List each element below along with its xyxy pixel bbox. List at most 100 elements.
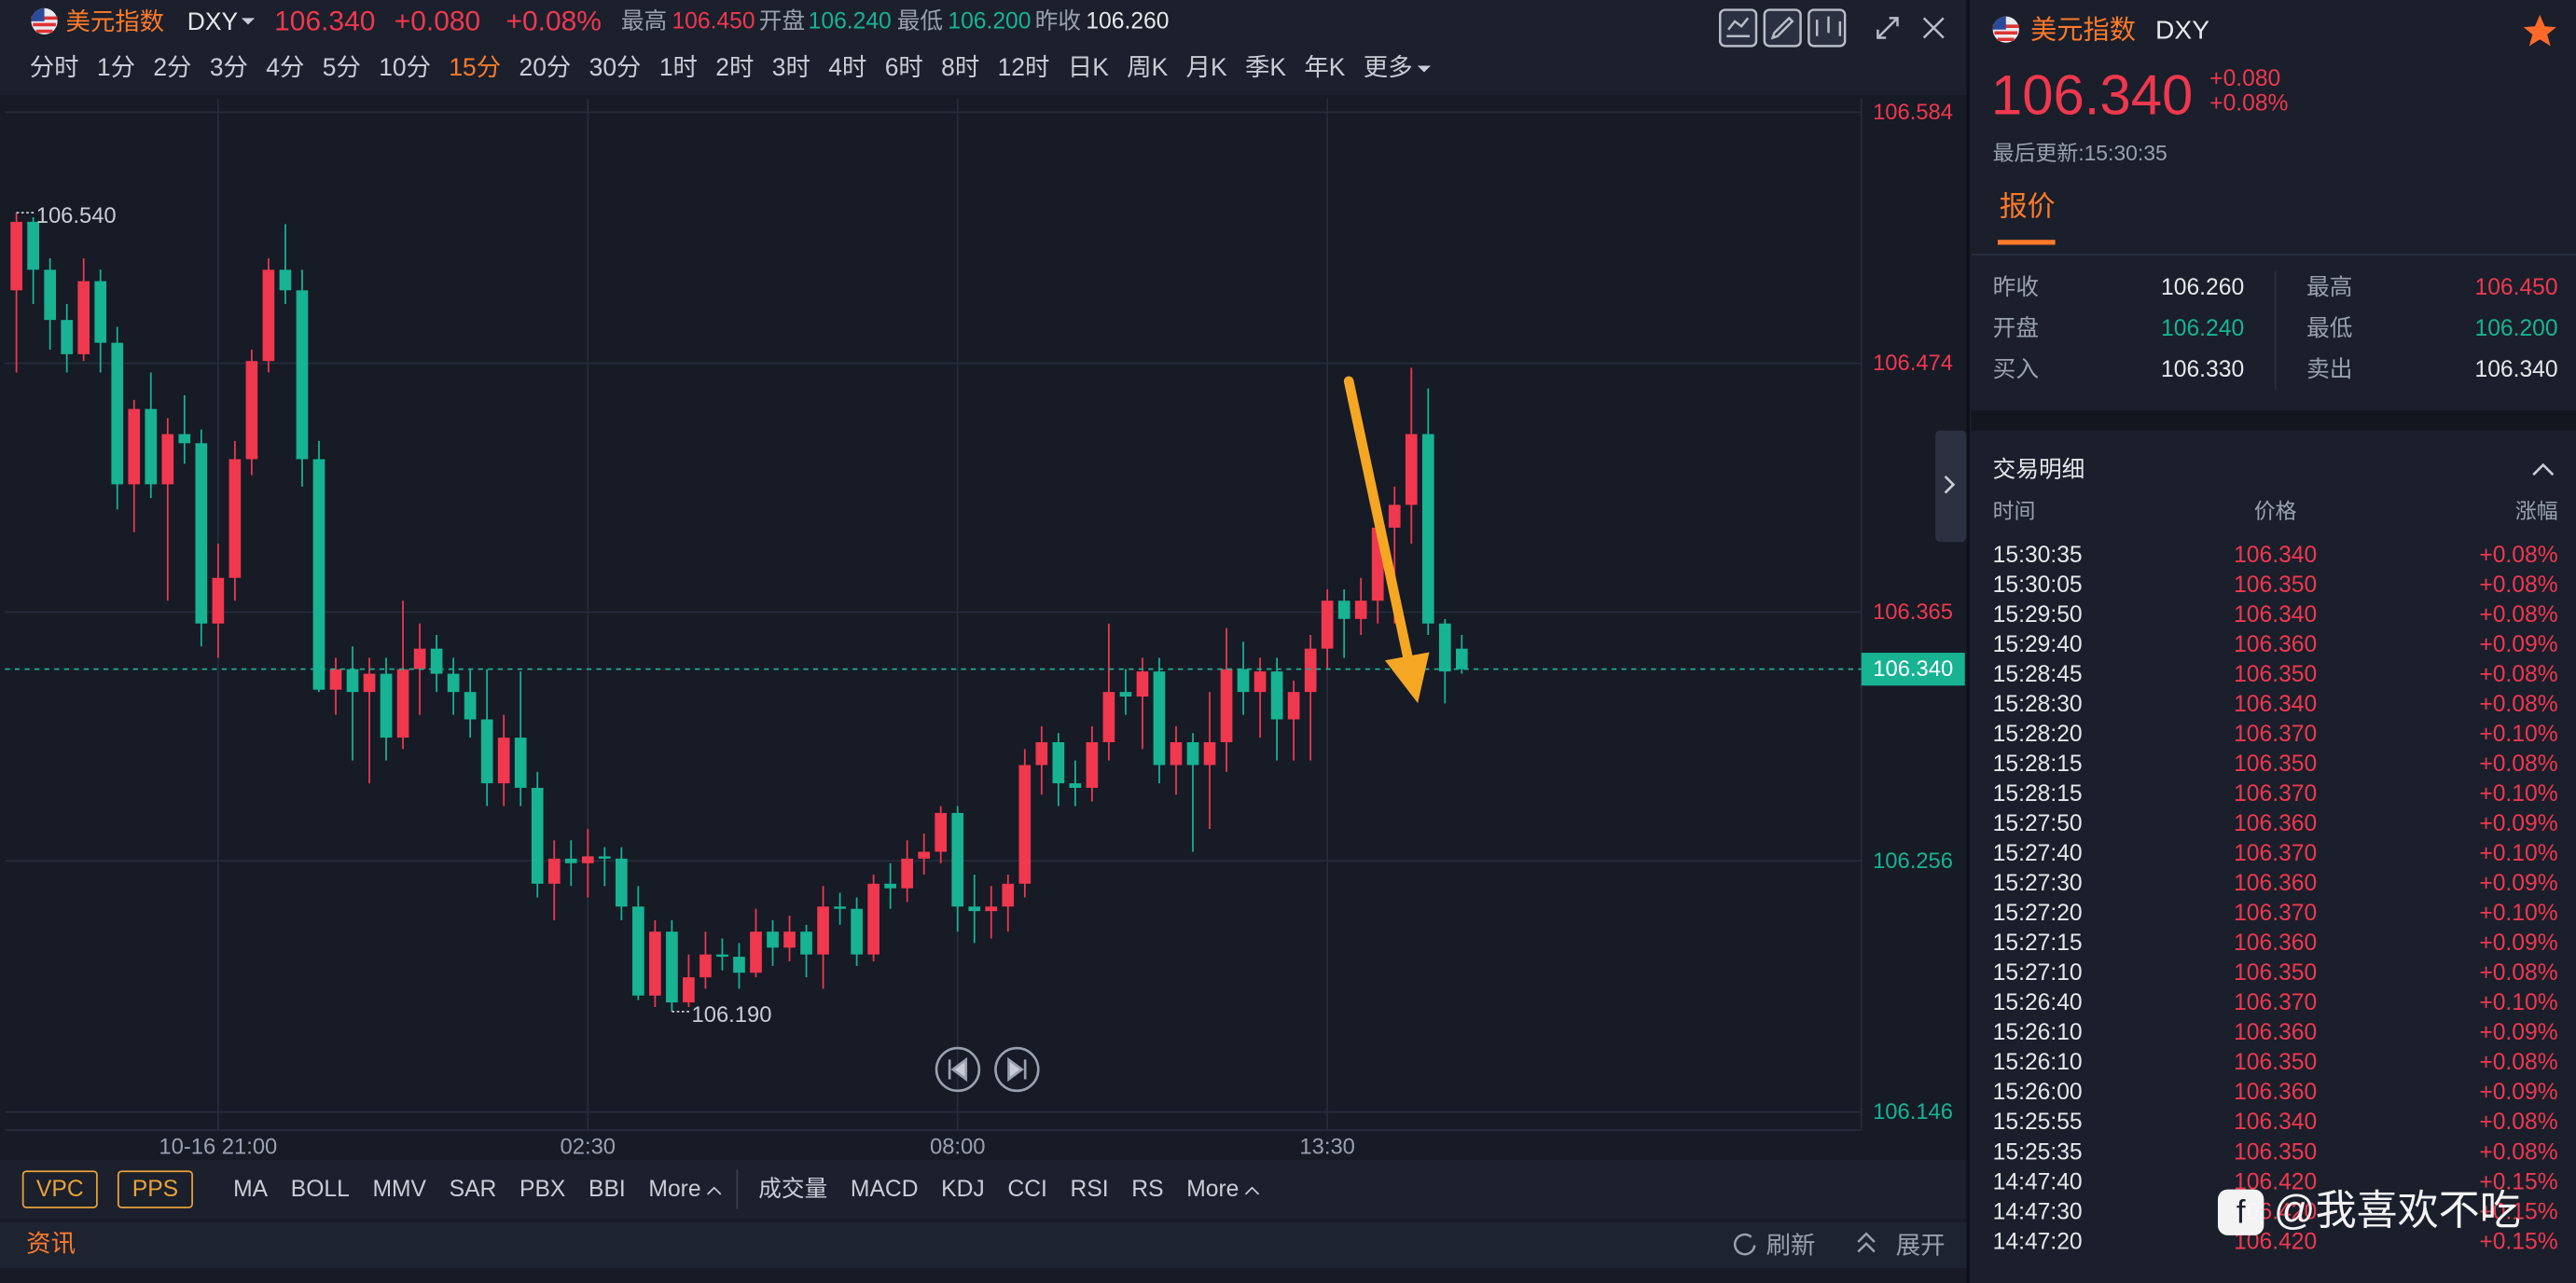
period-tab[interactable]: 15分 [449, 53, 501, 81]
trade-price: 106.340 [2234, 692, 2317, 717]
quote-tab[interactable]: 报价 [2000, 191, 2056, 222]
indicator[interactable]: BOLL [291, 1177, 350, 1202]
candle-body [447, 673, 460, 693]
candle-body [10, 221, 22, 291]
trade-change: +0.15% [2479, 1229, 2557, 1254]
candle-body [783, 931, 796, 948]
trade-change: +0.09% [2479, 1080, 2557, 1105]
period-tab[interactable]: 8时 [941, 53, 979, 81]
period-tab[interactable]: 周K [1127, 53, 1168, 81]
candle-body [296, 290, 309, 460]
period-tab[interactable]: 4分 [266, 53, 304, 81]
candle-body [1337, 600, 1350, 619]
expand[interactable]: 展开 [1896, 1231, 1946, 1259]
indicator-box[interactable] [21, 1170, 98, 1208]
collapse-icon[interactable] [2532, 462, 2555, 476]
trade-change: +0.09% [2479, 1020, 2557, 1045]
candle-body [1102, 692, 1115, 743]
tool-icons[interactable] [1719, 8, 1945, 48]
candle-body [346, 669, 359, 693]
candle-body [329, 669, 342, 690]
stat-label: 最低 [897, 7, 943, 34]
indicator[interactable]: CCI [1007, 1177, 1046, 1202]
indicator[interactable]: BBI [589, 1177, 626, 1202]
indicator[interactable]: 成交量 [758, 1176, 827, 1202]
trade-change: +0.08% [2479, 752, 2557, 777]
period-tab[interactable]: 1时 [659, 53, 698, 81]
trade-time: 15:27:50 [1993, 811, 2083, 836]
period-tab[interactable]: 4时 [828, 53, 866, 81]
flag [1992, 16, 2019, 43]
trade-change: +0.08% [2479, 1110, 2557, 1135]
period-tab[interactable]: 6时 [885, 53, 923, 81]
candle-body [1086, 742, 1099, 788]
trade-change: +0.08% [2479, 1139, 2557, 1165]
period-tab[interactable]: 3时 [772, 53, 810, 81]
candle-body [851, 908, 863, 955]
candle-body [111, 342, 124, 485]
candle-body [27, 221, 39, 270]
period-tab[interactable]: 年K [1304, 53, 1345, 81]
trade-price: 106.350 [2234, 573, 2317, 598]
symbol-name[interactable]: 美元指数 [65, 7, 164, 35]
candle-body [1438, 623, 1451, 672]
period-tab[interactable]: 10分 [379, 53, 431, 81]
trade-time: 15:27:15 [1993, 931, 2083, 956]
candle-body [195, 443, 208, 624]
refresh[interactable]: 刷新 [1766, 1231, 1816, 1259]
trade-price: 106.350 [2234, 1139, 2317, 1165]
period-tab[interactable]: 5分 [323, 53, 361, 81]
trade-price: 106.370 [2234, 841, 2317, 866]
indicator[interactable]: SAR [450, 1177, 497, 1202]
news-bar [0, 1221, 1967, 1269]
candle-body [1170, 742, 1183, 766]
candle-body [968, 906, 981, 912]
candle-body [750, 931, 762, 973]
indicator[interactable]: More [1186, 1177, 1239, 1202]
indicator[interactable]: PBX [519, 1177, 565, 1202]
period-tab[interactable]: 月K [1186, 53, 1227, 81]
candle-body [1052, 742, 1065, 784]
period-tab[interactable]: 3分 [210, 53, 248, 81]
indicator[interactable]: MMV [372, 1177, 426, 1202]
trade-price: 106.370 [2234, 781, 2317, 807]
candle-body [699, 954, 712, 978]
indicator[interactable]: MACD [851, 1177, 919, 1202]
column-header: 涨幅 [2515, 499, 2558, 523]
period-tab[interactable]: 20分 [519, 53, 572, 81]
indicator[interactable]: RS [1131, 1177, 1163, 1202]
period-tab[interactable]: 更多 [1364, 53, 1413, 81]
caret [707, 1186, 722, 1195]
symbol-code[interactable]: DXY [187, 7, 239, 35]
period-tab[interactable]: 12时 [998, 53, 1050, 81]
quote-panel [1970, 0, 2576, 1283]
candle-body [531, 787, 544, 884]
indicator-box[interactable] [117, 1170, 193, 1208]
separator-band [1971, 410, 2576, 431]
indicator[interactable]: KDJ [941, 1177, 985, 1202]
indicator[interactable]: More [648, 1177, 700, 1202]
column-header: 时间 [1993, 499, 2036, 523]
candle-body [1153, 671, 1166, 766]
playback-buttons[interactable] [935, 1046, 1040, 1093]
favorite-star[interactable] [2523, 14, 2556, 47]
indicator[interactable]: MA [233, 1177, 269, 1202]
period-tab[interactable]: 日K [1068, 53, 1109, 81]
expand-tab[interactable] [1935, 430, 1967, 543]
trade-price: 106.360 [2234, 1080, 2317, 1105]
period-tab[interactable]: 分时 [30, 53, 79, 81]
period-tab[interactable]: 30分 [589, 53, 642, 81]
candle-body [1119, 692, 1132, 697]
period-tab[interactable]: 季K [1245, 53, 1286, 81]
news-title[interactable]: 资讯 [26, 1230, 76, 1258]
candle-body [430, 648, 443, 674]
trade-change: +0.10% [2479, 901, 2557, 926]
stat-label: 昨收 [1035, 7, 1081, 34]
period-tab[interactable]: 2分 [153, 53, 191, 81]
indicator[interactable]: RSI [1071, 1177, 1109, 1202]
trade-change: +0.08% [2479, 1050, 2557, 1075]
period-tab[interactable]: 2时 [715, 53, 754, 81]
trade-time: 15:29:40 [1993, 632, 2083, 657]
period-tab[interactable]: 1分 [97, 53, 135, 81]
trade-change: +0.10% [2479, 841, 2557, 866]
